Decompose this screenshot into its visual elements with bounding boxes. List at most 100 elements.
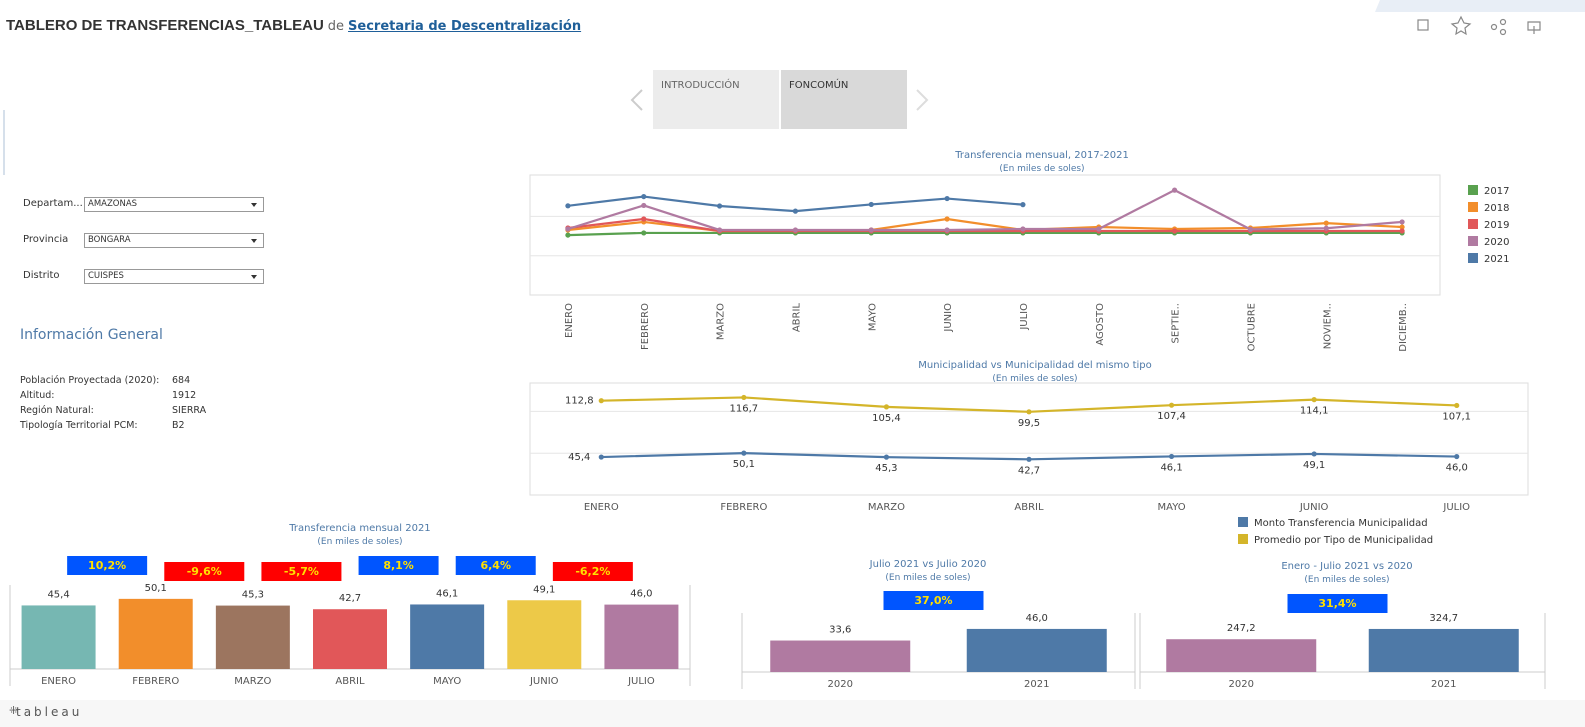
x-tick-label: NOVIEM.. xyxy=(1322,303,1333,349)
tab[interactable]: FONCOMÚN xyxy=(781,70,907,129)
x-tick-label: JUNIO xyxy=(1299,502,1329,513)
data-label: 42,7 xyxy=(1018,465,1040,476)
point xyxy=(641,202,647,209)
legend-swatch xyxy=(1468,236,1478,246)
legend-label: 2020 xyxy=(1484,237,1509,248)
x-tick-label: ENERO xyxy=(584,502,619,513)
tab[interactable]: INTRODUCCIÓN xyxy=(653,70,779,129)
prev-arrow[interactable] xyxy=(630,89,643,111)
x-tick-label: 2020 xyxy=(1229,679,1254,690)
chart-subtitle: (En miles de soles) xyxy=(885,573,970,583)
footer: tableau xyxy=(0,700,1585,727)
point xyxy=(1399,219,1405,225)
x-tick-label: JULIO xyxy=(627,676,655,687)
x-tick-label: ABRIL xyxy=(335,676,365,687)
x-tick-label: MARZO xyxy=(716,303,727,340)
x-tick-label: DICIEMB.. xyxy=(1398,303,1409,352)
legend-label: Monto Transferencia Municipalidad xyxy=(1254,518,1428,529)
plot-frame xyxy=(529,174,1441,296)
data-label: 50,1 xyxy=(733,459,755,470)
series-line xyxy=(567,231,1403,237)
x-tick-label: SEPTIE.. xyxy=(1171,303,1182,343)
legend-swatch xyxy=(1468,202,1478,212)
change-box xyxy=(67,556,148,575)
legend-label: 2017 xyxy=(1484,186,1509,197)
x-tick-label: MAYO xyxy=(433,676,461,687)
x-tick-label: ENERO xyxy=(564,303,575,338)
series-line xyxy=(567,217,1403,233)
header: TABLERO DE TRANSFERENCIAS_TABLEAU de Secre… xyxy=(6,17,581,34)
x-tick-label: MARZO xyxy=(868,502,905,513)
point xyxy=(565,232,571,238)
filter-dropdown[interactable]: AMAZONAS xyxy=(84,197,264,212)
change-label: -5,7% xyxy=(284,565,319,578)
point xyxy=(944,195,950,202)
filter-dropdown[interactable]: CUISPES xyxy=(84,269,264,284)
legend-label: 2021 xyxy=(1484,254,1509,265)
next-arrow[interactable] xyxy=(916,89,929,111)
data-label: 50,1 xyxy=(145,583,167,594)
icon[interactable] xyxy=(1417,19,1429,31)
icon[interactable] xyxy=(1499,18,1507,26)
point xyxy=(1399,224,1405,230)
point xyxy=(598,454,604,460)
legend-swatch xyxy=(1238,534,1248,544)
point xyxy=(1026,456,1032,462)
point xyxy=(1311,397,1317,403)
logo-plus: ⁜ xyxy=(9,704,18,717)
icon[interactable] xyxy=(1499,28,1507,36)
data-label: 46,0 xyxy=(1026,613,1048,624)
point xyxy=(1171,187,1178,193)
x-tick-label: ENERO xyxy=(41,676,76,687)
change-box xyxy=(1287,594,1388,613)
x-tick-label: JUNIO xyxy=(943,303,954,333)
plot-frame xyxy=(529,382,1529,496)
data-label: 45,3 xyxy=(242,590,264,601)
decoration xyxy=(1375,0,1585,12)
x-tick-label: JULIO xyxy=(1019,303,1030,331)
filter-dropdown[interactable]: BONGARA xyxy=(84,233,264,248)
data-label: 46,1 xyxy=(1160,462,1182,473)
data-label: 324,7 xyxy=(1429,613,1458,624)
point xyxy=(1168,453,1175,460)
info-label: Altitud: xyxy=(20,390,55,401)
point xyxy=(1454,402,1460,409)
change-label: -6,2% xyxy=(575,565,610,578)
point xyxy=(792,208,799,214)
point xyxy=(1020,202,1026,208)
data-label: 114,1 xyxy=(1300,406,1329,417)
data-label: 99,5 xyxy=(1018,418,1040,429)
change-box xyxy=(455,556,536,575)
bar xyxy=(966,628,1107,672)
point xyxy=(641,230,647,236)
icon[interactable] xyxy=(1490,23,1498,31)
point xyxy=(944,216,950,222)
by: de xyxy=(327,19,345,34)
icon[interactable] xyxy=(1450,15,1472,36)
author-link[interactable]: Secretaria de Descentralización xyxy=(348,19,582,34)
info-value: SIERRA xyxy=(172,405,207,416)
data-label: 42,7 xyxy=(339,593,361,604)
change-label: -9,6% xyxy=(187,565,222,578)
x-tick-label: FEBRERO xyxy=(720,502,767,513)
legend-label: 2019 xyxy=(1484,220,1509,231)
chart-subtitle: (En miles de soles) xyxy=(1304,575,1389,585)
icon[interactable] xyxy=(1527,21,1541,34)
filter-label: Departam... xyxy=(23,198,83,209)
x-tick-label: MARZO xyxy=(234,676,271,687)
data-label: 33,6 xyxy=(829,625,851,636)
data-label: 247,2 xyxy=(1227,623,1256,634)
data-label: 45,4 xyxy=(47,589,69,600)
change-box xyxy=(358,556,439,575)
bar xyxy=(215,605,290,669)
point xyxy=(1247,226,1254,232)
info-label: Región Natural: xyxy=(20,405,94,416)
data-label: 116,7 xyxy=(730,403,759,414)
title: TABLERO DE TRANSFERENCIAS_TABLEAU xyxy=(6,17,324,34)
point xyxy=(1020,226,1026,232)
filter-label: Distrito xyxy=(23,270,60,281)
data-label: 45,3 xyxy=(875,463,897,474)
filter-label: Provincia xyxy=(23,234,69,245)
chart-subtitle: (En miles de soles) xyxy=(992,374,1077,384)
